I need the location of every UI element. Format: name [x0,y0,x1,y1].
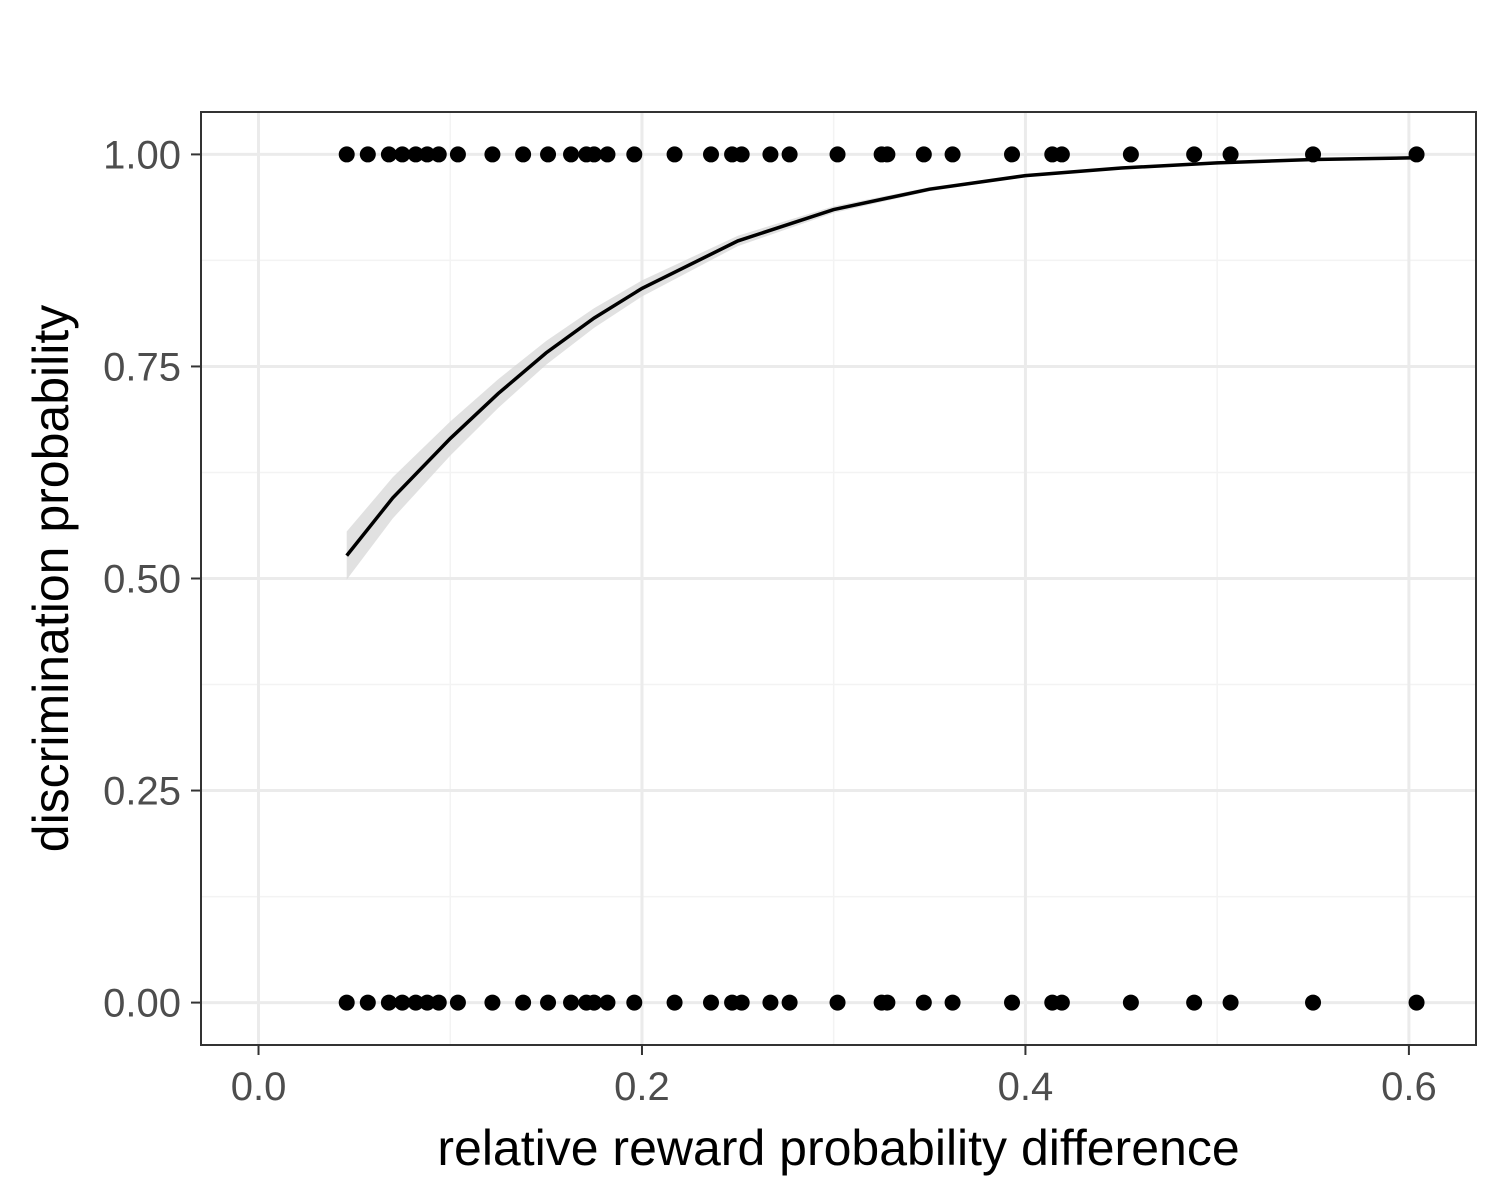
data-point [1053,146,1070,163]
data-point [586,146,603,163]
data-point [666,146,683,163]
data-point [944,994,961,1011]
data-point [1408,994,1425,1011]
y-tick-label: 0.25 [103,770,181,814]
data-point [359,146,376,163]
data-point [829,146,846,163]
data-point [1122,146,1139,163]
data-point [703,146,719,163]
data-point [515,146,532,163]
y-tick-label: 1.00 [103,133,181,177]
data-point [484,994,501,1011]
data-point [430,146,447,163]
data-point [419,994,436,1011]
data-point [626,146,643,163]
data-point [1408,146,1425,163]
data-point [1305,994,1322,1011]
data-point [666,994,683,1011]
data-point [1004,146,1021,163]
data-point [359,994,376,1011]
data-point [407,146,424,163]
data-point [1004,994,1021,1011]
x-tick-label: 0.6 [1381,1065,1437,1109]
y-tick-label: 0.00 [103,982,181,1026]
data-point [829,994,846,1011]
fit-line [345,156,1417,557]
data-point [540,994,557,1011]
data-point [762,994,779,1011]
data-point [394,146,411,163]
data-point [915,994,932,1011]
data-point [484,146,501,163]
data-point [781,994,798,1011]
data-point [1186,146,1203,163]
data-point [380,146,397,163]
data-point [430,994,447,1011]
data-point [407,994,424,1011]
data-point [449,994,466,1011]
data-point [1305,146,1322,163]
data-point [1122,994,1139,1011]
confidence-ribbon [346,157,1417,580]
data-point [703,994,719,1011]
data-point [449,146,466,163]
data-point [879,146,896,163]
data-point [599,146,616,163]
data-point [626,994,643,1011]
data-point [944,146,961,163]
x-tick-label: 0.4 [998,1065,1054,1109]
points-layer [338,146,1425,1011]
grid-major [201,112,1476,1045]
y-axis-title: discrimination probability [23,305,79,852]
data-point [338,146,355,163]
x-tick-label: 0.0 [231,1065,287,1109]
data-point [781,146,798,163]
data-point [1222,994,1239,1011]
data-point [879,994,896,1011]
x-tick-label: 0.2 [614,1065,670,1109]
data-point [915,146,932,163]
x-axis-title: relative reward probability difference [437,1120,1239,1176]
data-point [380,994,397,1011]
data-point [338,994,355,1011]
data-point [1222,146,1239,163]
data-point [586,994,603,1011]
data-point [563,146,580,163]
data-point [563,994,580,1011]
data-point [762,146,779,163]
x-axis-ticks: 0.0 0.2 0.4 0.6 [231,1045,1437,1109]
data-point [394,994,411,1011]
data-point [599,994,616,1011]
data-point [540,146,557,163]
y-tick-label: 0.75 [103,345,181,389]
y-axis-ticks: 0.00 0.25 0.50 0.75 1.00 [103,133,201,1026]
y-tick-label: 0.50 [103,558,181,602]
data-point [1053,994,1070,1011]
data-point [1186,994,1203,1011]
confidence-ribbon-layer [346,157,1417,580]
fit-line-layer [345,156,1417,557]
data-point [733,994,750,1011]
data-point [419,146,436,163]
data-point [515,994,532,1011]
data-point [733,146,750,163]
